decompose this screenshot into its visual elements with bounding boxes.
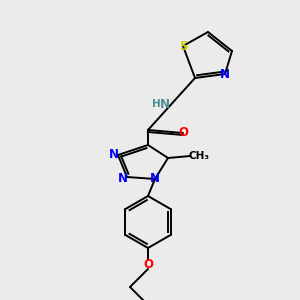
Text: O: O (178, 127, 188, 140)
Text: S: S (179, 40, 187, 52)
Text: N: N (109, 148, 119, 160)
Text: N: N (118, 172, 128, 184)
Text: N: N (160, 98, 170, 110)
Text: N: N (150, 172, 160, 185)
Text: CH₃: CH₃ (188, 151, 209, 161)
Text: H: H (152, 99, 161, 109)
Text: N: N (220, 68, 230, 80)
Text: O: O (143, 259, 153, 272)
